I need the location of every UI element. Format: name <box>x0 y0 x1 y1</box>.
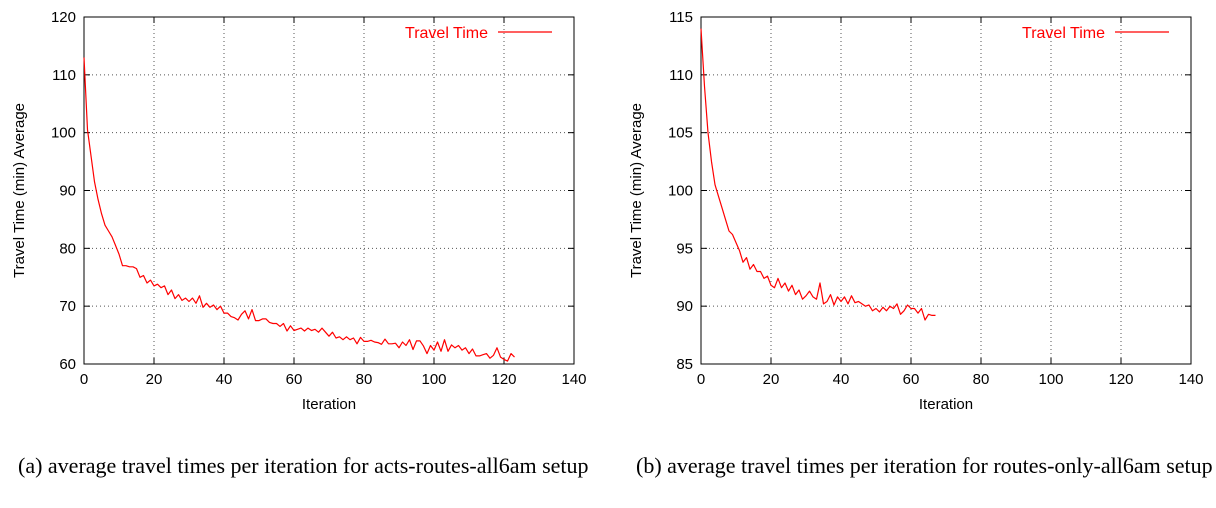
chart-b-x-tick-label: 100 <box>1038 371 1063 388</box>
chart-a-y-axis-label: Travel Time (min) Average <box>11 103 28 278</box>
chart-b-legend-label: Travel Time <box>1022 25 1105 42</box>
chart-a-y-tick-label: 70 <box>59 298 76 315</box>
chart-b-x-tick-label: 140 <box>1178 371 1203 388</box>
caption-a: (a) average travel times per iteration f… <box>18 453 589 478</box>
chart-a-x-tick-label: 80 <box>356 371 373 388</box>
chart-b-y-tick-label: 110 <box>669 67 693 84</box>
chart-a-x-tick-label: 0 <box>80 371 88 388</box>
chart-b-x-tick-label: 80 <box>973 371 990 388</box>
chart-b-series-line-travel-time <box>700 28 936 321</box>
chart-a-y-tick-label: 80 <box>59 240 76 257</box>
chart-b-y-tick-label: 85 <box>676 356 693 373</box>
chart-b-y-axis-label: Travel Time (min) Average <box>628 103 645 278</box>
chart-b-y-tick-label: 90 <box>676 298 693 315</box>
chart-b-x-tick-label: 120 <box>1108 371 1133 388</box>
chart-b-y-tick-label: 105 <box>668 125 693 142</box>
chart-a-legend-label: Travel Time <box>405 25 488 42</box>
chart-a-y-tick-label: 90 <box>59 183 76 200</box>
chart-b-y-tick-label: 95 <box>676 240 693 257</box>
chart-a-y-tick-label: 60 <box>59 356 76 373</box>
chart-a-x-axis-label: Iteration <box>302 396 356 413</box>
chart-a-y-tick-label: 110 <box>52 67 76 84</box>
chart-a-series-line-travel-time <box>83 57 515 362</box>
chart-b-x-tick-label: 40 <box>833 371 850 388</box>
chart-b-y-tick-label: 100 <box>668 183 693 200</box>
chart-b-y-tick-label: 115 <box>669 9 693 26</box>
chart-a-x-tick-label: 60 <box>286 371 303 388</box>
chart-a-x-tick-label: 40 <box>216 371 233 388</box>
chart-b-x-tick-label: 20 <box>763 371 780 388</box>
chart-b-x-tick-label: 60 <box>903 371 920 388</box>
chart-b-x-axis-label: Iteration <box>919 396 973 413</box>
caption-b: (b) average travel times per iteration f… <box>636 453 1213 478</box>
chart-a-x-tick-label: 140 <box>561 371 586 388</box>
chart-a-x-tick-label: 100 <box>421 371 446 388</box>
chart-a-x-tick-label: 20 <box>146 371 163 388</box>
chart-a-x-tick-label: 120 <box>491 371 516 388</box>
chart-b-x-tick-label: 0 <box>697 371 705 388</box>
chart-a-y-tick-label: 100 <box>51 125 76 142</box>
chart-a-y-tick-label: 120 <box>51 9 76 26</box>
